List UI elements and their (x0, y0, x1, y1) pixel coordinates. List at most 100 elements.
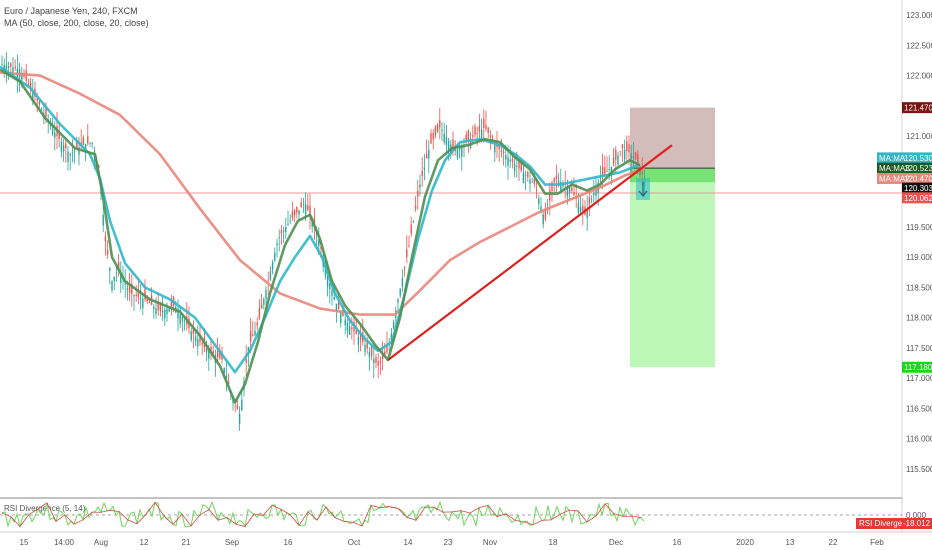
candle-body (634, 152, 637, 160)
chart-title: Euro / Japanese Yen, 240, FXCM (4, 6, 138, 16)
x-tick-label: Sep (225, 538, 240, 547)
candle-body (166, 308, 168, 315)
candle-body (285, 227, 287, 233)
candle-body (120, 274, 122, 283)
candle-body (599, 178, 602, 179)
candle-body (14, 66, 16, 69)
x-tick-label: Oct (348, 538, 361, 547)
candle-body (421, 170, 423, 176)
candle-body (82, 137, 85, 145)
candle-body (126, 288, 129, 290)
candle-body (21, 72, 23, 80)
candle-body (274, 252, 276, 261)
candle-body (540, 206, 542, 212)
candle-body (62, 145, 65, 152)
candle-body (252, 334, 254, 337)
candle-body (432, 133, 434, 140)
ma-50-line (0, 65, 641, 374)
candle-body (307, 205, 309, 210)
take-profit-zone (630, 168, 715, 368)
candle-body (370, 346, 373, 356)
candle-body (557, 180, 560, 184)
candle-body (615, 149, 617, 160)
ma-badge (877, 162, 902, 174)
candle-body (159, 304, 162, 312)
candle-body (628, 143, 630, 153)
candle-body (403, 267, 406, 269)
candle-body (373, 359, 375, 364)
candle-body (456, 149, 459, 158)
price-badge-label: 120.303 (904, 184, 932, 193)
y-tick-label: 118.000 (906, 314, 932, 323)
candle-body (278, 237, 280, 238)
x-tick-label: 14:00 (54, 538, 75, 547)
price-badge-label: 121.470 (904, 104, 932, 113)
candle-body (155, 308, 157, 315)
x-tick-label: 14 (404, 538, 413, 547)
x-tick-label: 16 (673, 538, 682, 547)
candle-body (43, 112, 45, 115)
candle-body (146, 297, 148, 302)
y-tick-label: 122.000 (906, 72, 932, 81)
x-tick-label: 22 (829, 538, 838, 547)
candle-body (38, 101, 41, 105)
candle-body (311, 221, 313, 227)
candle-body (346, 322, 349, 331)
candle-body (245, 359, 247, 363)
candle-body (377, 361, 379, 366)
price-badge (902, 172, 932, 184)
candle-body (219, 350, 221, 359)
candle-body (267, 279, 269, 281)
rsi-tick-label: 0.000 (906, 511, 927, 520)
candle-body (117, 261, 120, 271)
candle-body (12, 67, 14, 74)
candle-body (194, 336, 197, 342)
candle-body (368, 352, 371, 358)
candle-body (192, 329, 195, 334)
ma-badge-label: MA:MA2 (879, 174, 910, 183)
candle-body (630, 153, 632, 160)
candle-body (483, 118, 485, 128)
price-badge (902, 102, 932, 114)
candle-body (205, 349, 208, 353)
candle-body (487, 127, 489, 133)
candle-body (379, 361, 382, 363)
candle-body (91, 142, 93, 144)
candle-body (133, 295, 135, 297)
candle-body (390, 333, 393, 341)
candle-body (577, 202, 580, 213)
price-badge (902, 182, 932, 194)
candle-body (67, 151, 69, 162)
x-tick-label: Aug (94, 538, 108, 547)
candle-body (179, 313, 181, 324)
candle-body (384, 351, 386, 356)
candle-body (280, 230, 283, 234)
candle-body (428, 149, 430, 159)
candle-body (291, 211, 294, 218)
candle-body (472, 135, 474, 137)
price-badge (902, 162, 932, 174)
candle-body (434, 126, 437, 136)
candle-body (7, 66, 10, 68)
candle-body (293, 210, 296, 216)
candle-body (329, 283, 331, 290)
candle-body (3, 64, 5, 71)
candle-body (476, 133, 478, 134)
candle-body (441, 130, 443, 132)
candle-body (227, 381, 230, 384)
y-tick-label: 121.000 (906, 132, 932, 141)
candle-body (566, 185, 569, 197)
candle-body (73, 150, 76, 152)
candle-body (386, 346, 388, 353)
candle-body (430, 133, 432, 144)
x-tick-label: 23 (444, 538, 453, 547)
candle-body (289, 220, 291, 222)
candle-body (256, 322, 258, 326)
ma-badge-label: MA:MA (879, 154, 906, 163)
candle-body (478, 125, 481, 132)
candle-body (549, 190, 551, 201)
candle-body (148, 302, 151, 304)
candle-body (210, 347, 212, 353)
candle-body (522, 172, 525, 184)
